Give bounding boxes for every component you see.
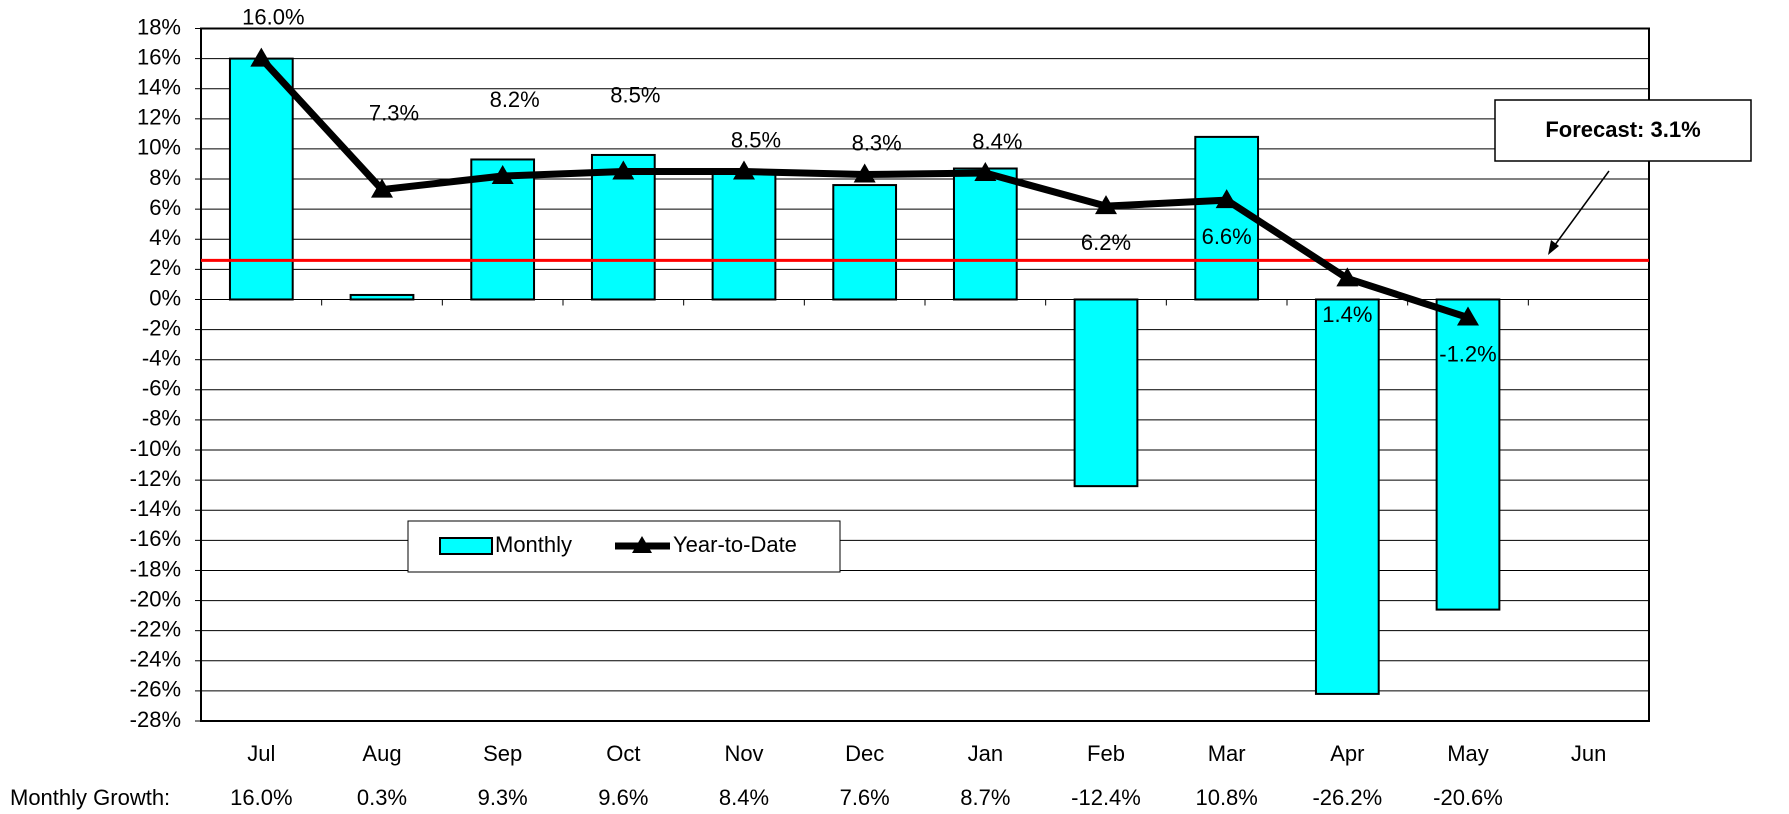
table-value: 0.3% — [357, 785, 407, 810]
marker — [853, 163, 876, 183]
y-tick-label: 4% — [149, 225, 181, 250]
data-label: 6.6% — [1202, 224, 1252, 249]
bar — [349, 293, 415, 301]
y-tick-label: -6% — [142, 376, 181, 401]
table-value: 16.0% — [230, 785, 292, 810]
marker — [371, 178, 393, 198]
table-value: -12.4% — [1071, 785, 1141, 810]
y-tick-label: -12% — [130, 466, 181, 491]
legend-label: Monthly — [495, 532, 572, 557]
annotation-box — [1494, 99, 1752, 162]
bar — [1073, 298, 1139, 488]
y-tick-label: 8% — [149, 165, 181, 190]
x-tick-label: Aug — [362, 741, 401, 766]
y-tick-label: -28% — [130, 707, 181, 732]
bar — [1194, 135, 1260, 301]
plot-frame — [200, 27, 1650, 722]
table-value: 9.6% — [598, 785, 648, 810]
data-label: 16.0% — [242, 4, 304, 29]
data-label: 8.5% — [731, 127, 781, 152]
y-tick-label: 6% — [149, 195, 181, 220]
annotation-arrow — [1551, 170, 1610, 250]
bar — [1314, 298, 1380, 695]
x-tick-label: Jan — [968, 741, 1003, 766]
x-tick-label: Jun — [1571, 741, 1606, 766]
arrow-head — [1548, 240, 1559, 255]
x-tick-label: Feb — [1087, 741, 1125, 766]
x-tick-label: May — [1447, 741, 1489, 766]
y-tick-label: -16% — [130, 526, 181, 551]
table-value: 7.6% — [840, 785, 890, 810]
legend-marker — [632, 536, 652, 553]
y-tick-label: 0% — [149, 285, 181, 310]
marker — [1215, 189, 1238, 209]
annotation: Forecast: 3.1% — [1545, 117, 1700, 142]
table-value: 10.8% — [1195, 785, 1257, 810]
table-value: 8.7% — [960, 785, 1010, 810]
marker — [1095, 195, 1117, 215]
y-tick-label: -8% — [142, 406, 181, 431]
data-label: 8.3% — [852, 130, 902, 155]
marker — [733, 160, 755, 180]
marker — [250, 47, 273, 67]
bar — [1435, 298, 1501, 611]
y-tick-label: -2% — [142, 315, 181, 340]
y-tick-label: -10% — [130, 436, 181, 461]
marker — [491, 165, 514, 185]
marker — [612, 160, 635, 180]
data-label: 1.4% — [1322, 302, 1372, 327]
row-label: Monthly Growth: — [10, 785, 170, 810]
data-label: 8.4% — [972, 129, 1022, 154]
table-value: 9.3% — [478, 785, 528, 810]
marker — [974, 162, 997, 182]
data-label: 6.2% — [1081, 230, 1131, 255]
y-tick-label: 2% — [149, 255, 181, 280]
data-label: 7.3% — [369, 100, 419, 125]
marker — [1336, 267, 1359, 287]
bar — [470, 158, 536, 301]
bar — [228, 57, 294, 301]
data-label: 8.2% — [490, 87, 540, 112]
bar — [952, 167, 1018, 301]
y-tick-label: -26% — [130, 677, 181, 702]
y-tick-label: -20% — [130, 586, 181, 611]
bar — [832, 184, 898, 301]
x-tick-label: Mar — [1208, 741, 1246, 766]
x-tick-label: Jul — [247, 741, 275, 766]
bar — [711, 172, 777, 301]
y-tick-label: -22% — [130, 616, 181, 641]
data-label: -1.2% — [1439, 341, 1496, 366]
x-tick-label: Apr — [1330, 741, 1364, 766]
y-tick-label: 16% — [137, 44, 181, 69]
y-tick-label: 18% — [137, 14, 181, 39]
table-value: -26.2% — [1312, 785, 1382, 810]
marker — [1457, 306, 1479, 326]
y-tick-label: 10% — [137, 135, 181, 160]
y-tick-label: -24% — [130, 647, 181, 672]
y-tick-label: 14% — [137, 75, 181, 100]
y-tick-label: -18% — [130, 556, 181, 581]
x-tick-label: Nov — [724, 741, 763, 766]
data-label: 8.5% — [610, 82, 660, 107]
x-tick-label: Oct — [606, 741, 640, 766]
y-tick-label: -4% — [142, 346, 181, 371]
x-tick-label: Dec — [845, 741, 884, 766]
x-tick-label: Sep — [483, 741, 522, 766]
y-tick-label: 12% — [137, 105, 181, 130]
legend-label: Year-to-Date — [673, 532, 797, 557]
y-tick-label: -14% — [130, 496, 181, 521]
table-value: -20.6% — [1433, 785, 1503, 810]
legend-swatch — [439, 537, 493, 555]
table-value: 8.4% — [719, 785, 769, 810]
